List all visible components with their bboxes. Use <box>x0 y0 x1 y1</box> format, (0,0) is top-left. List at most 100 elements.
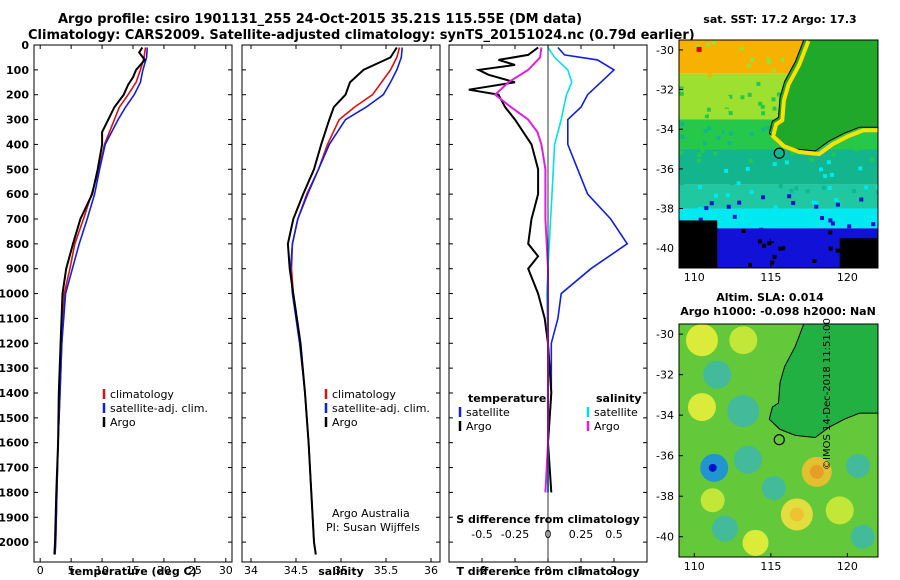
sla-anomaly-blob <box>809 464 824 479</box>
y-tick-label: 1400 <box>0 387 29 400</box>
sst-pixel <box>794 186 799 191</box>
series-line-satellite-temperature <box>547 46 629 493</box>
sst-pixel <box>850 140 855 145</box>
title-line-2: Climatology: CARS2009. Satellite-adjuste… <box>28 28 695 43</box>
sst-pixel <box>680 212 685 217</box>
sst-missing-patch <box>839 238 878 268</box>
sst-band <box>679 208 878 229</box>
sst-pixel <box>702 97 707 102</box>
sst-pixel <box>759 227 764 232</box>
legend-label: satellite <box>594 406 638 419</box>
legend-label: Argo <box>466 420 492 433</box>
map-y-tick-label: -40 <box>656 531 674 544</box>
sst-pixel <box>854 147 859 152</box>
plot-frame <box>241 44 441 563</box>
sst-pixel <box>772 254 777 259</box>
sst-pixel <box>698 185 703 190</box>
x-tick-label: 34 <box>244 564 258 577</box>
plot-frame <box>33 44 233 563</box>
series-group <box>53 46 148 555</box>
sst-pixel <box>805 189 810 194</box>
sst-pixel <box>695 44 700 49</box>
sst-pixel <box>762 243 767 248</box>
map-y-tick-label: -38 <box>656 490 674 503</box>
sst-pixel <box>829 250 834 255</box>
sst-pixel <box>875 148 878 153</box>
y-tick-label: 600 <box>6 188 29 201</box>
sst-pixel <box>696 120 701 125</box>
map-title-line-1: Altim. SLA: 0.014 <box>716 291 824 304</box>
series-line-argo <box>53 46 147 555</box>
sst-pixel <box>867 222 872 227</box>
sst-pixel <box>761 195 766 200</box>
sst-pixel <box>768 140 773 145</box>
sst-pixel <box>801 163 806 168</box>
sst-pixel <box>684 162 689 167</box>
y-tick-label: 700 <box>6 213 29 226</box>
sst-pixel <box>740 180 745 185</box>
sst-pixel <box>724 108 729 113</box>
y-tick-label: 800 <box>6 238 29 251</box>
y-tick-label: 300 <box>6 114 29 127</box>
y-tick-label: 1100 <box>0 312 29 325</box>
y-tick-label: 1000 <box>0 288 29 301</box>
y-tick-label: 200 <box>6 89 29 102</box>
sst-pixel <box>748 158 753 163</box>
sst-pixel <box>714 56 719 61</box>
map-x-tick-label: 120 <box>837 560 858 573</box>
sst-pixel <box>727 67 732 72</box>
sst-pixel <box>869 157 874 162</box>
map-panel-sla-map: 110 115 120 -30 -32 -34 -36 -38 -40 Altim. SLA: 0… <box>656 291 879 573</box>
sst-pixel <box>819 263 824 268</box>
sst-pixel <box>727 77 732 82</box>
legend-label: Argo <box>594 420 620 433</box>
sst-pixel <box>792 248 797 253</box>
sla-anomaly-blob <box>708 463 717 472</box>
map-panel-sst-map: 110 115 120 -30 -32 -34 -36 -38 -40 sat. SST: 17.… <box>656 13 879 284</box>
legend-label: Argo <box>332 416 358 429</box>
sst-pixel <box>684 88 689 93</box>
sla-anomaly-blob <box>761 476 786 501</box>
y-tick-label: 1800 <box>0 486 29 499</box>
sst-pixel <box>761 153 766 158</box>
sst-pixel <box>876 233 878 238</box>
sst-pixel <box>787 194 792 199</box>
sst-pixel <box>736 181 741 186</box>
sst-pixel <box>725 193 730 198</box>
sst-pixel <box>761 111 766 116</box>
sla-anomaly-blob <box>850 524 875 549</box>
sst-pixel <box>728 73 733 78</box>
sla-anomaly-blob <box>825 496 854 525</box>
sst-pixel <box>728 94 733 99</box>
sst-pixel <box>744 46 749 51</box>
coastal-warm-strip <box>770 40 878 157</box>
credit-argo: Argo Australia <box>332 507 410 520</box>
sst-pixel <box>723 128 728 133</box>
sst-pixel <box>756 81 761 86</box>
sla-anomaly-blob <box>789 507 804 522</box>
sst-pixel <box>706 77 711 82</box>
sst-pixel <box>789 188 794 193</box>
sst-pixel <box>727 141 732 146</box>
sst-pixel <box>829 172 834 177</box>
profile-panel-salinity: 34 34.5 35 35.5 36 salinity climatologysatelli… <box>241 44 441 578</box>
sst-pixel <box>740 95 745 100</box>
x-tick-label: 5 <box>68 564 75 577</box>
sst-pixel <box>732 214 737 219</box>
sst-band <box>679 184 878 209</box>
sst-pixel <box>810 238 815 243</box>
sst-pixel <box>703 66 708 71</box>
sst-pixel <box>692 135 697 140</box>
x-tick-label: 35 <box>334 564 348 577</box>
sst-pixel <box>821 185 826 190</box>
y-tick-label: 0 <box>21 39 29 52</box>
sst-pixel <box>695 77 700 82</box>
legend-label: satellite <box>466 406 510 419</box>
sst-pixel <box>700 148 705 153</box>
x-tick-label: 20 <box>157 564 171 577</box>
sst-pixel <box>828 230 833 235</box>
sst-pixel <box>712 40 717 45</box>
sst-pixel <box>835 202 840 207</box>
sst-pixel <box>745 166 750 171</box>
